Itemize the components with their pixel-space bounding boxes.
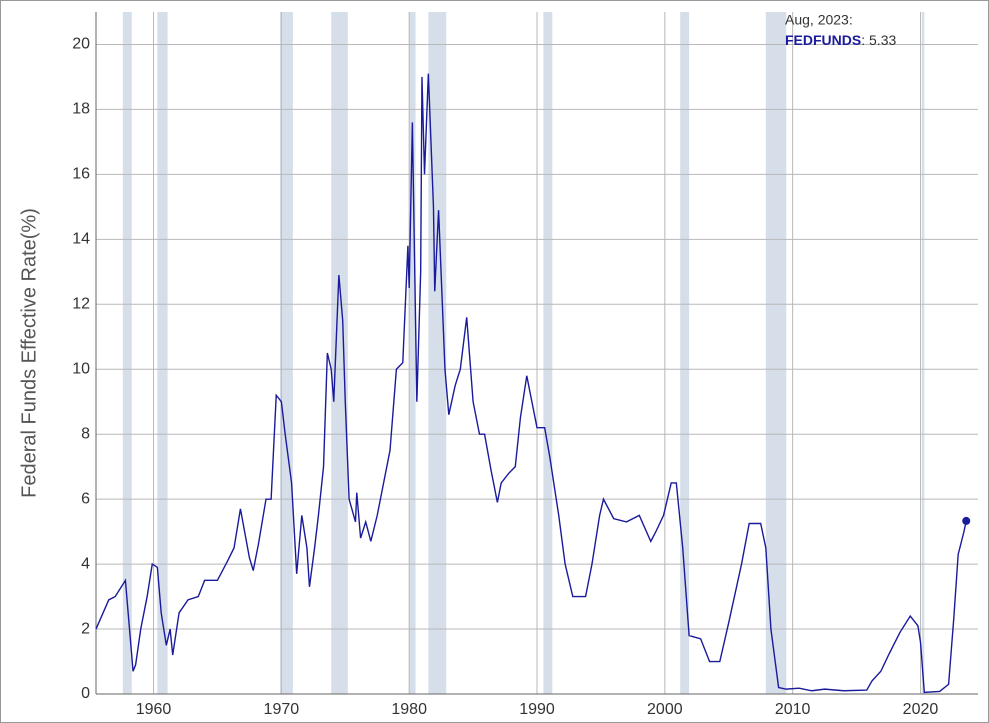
recession-band xyxy=(157,12,168,694)
y-tick-label: 2 xyxy=(81,620,90,637)
tooltip-number: 5.33 xyxy=(869,32,896,48)
series-line xyxy=(95,73,967,694)
recession-band xyxy=(680,12,690,694)
y-tick-label: 4 xyxy=(81,555,90,572)
x-tick-label: 2020 xyxy=(903,701,939,718)
x-tick-label: 1960 xyxy=(136,701,172,718)
y-tick-label: 10 xyxy=(72,360,90,377)
y-tick-label: 0 xyxy=(81,685,90,702)
recession-band xyxy=(331,12,348,694)
y-tick-label: 12 xyxy=(72,296,90,313)
y-tick-label: 8 xyxy=(81,425,90,442)
y-tick-label: 6 xyxy=(81,490,90,507)
y-tick-label: 20 xyxy=(72,36,90,53)
y-tick-label: 16 xyxy=(72,166,90,183)
x-tick-label: 2010 xyxy=(775,701,811,718)
tooltip-value: FEDFUNDS: 5.33 xyxy=(785,32,896,48)
recession-band xyxy=(280,12,293,694)
x-tick-label: 1990 xyxy=(519,701,555,718)
x-tick-label: 1970 xyxy=(264,701,300,718)
y-axis-label: Federal Funds Effective Rate(%) xyxy=(18,208,40,498)
tooltip-date: Aug, 2023: xyxy=(785,12,853,28)
recession-band xyxy=(765,12,787,694)
y-tick-label: 18 xyxy=(72,101,90,118)
recession-band xyxy=(409,12,416,694)
x-tick-label: 1980 xyxy=(391,701,427,718)
recession-band xyxy=(122,12,132,694)
recession-band xyxy=(921,12,925,694)
tooltip-separator: : xyxy=(861,32,869,48)
y-tick-label: 14 xyxy=(72,231,90,248)
x-tick-label: 2000 xyxy=(647,701,683,718)
recession-band xyxy=(428,12,447,694)
tooltip-series: FEDFUNDS xyxy=(785,32,861,48)
recession-band xyxy=(543,12,553,694)
hover-marker xyxy=(962,516,971,525)
